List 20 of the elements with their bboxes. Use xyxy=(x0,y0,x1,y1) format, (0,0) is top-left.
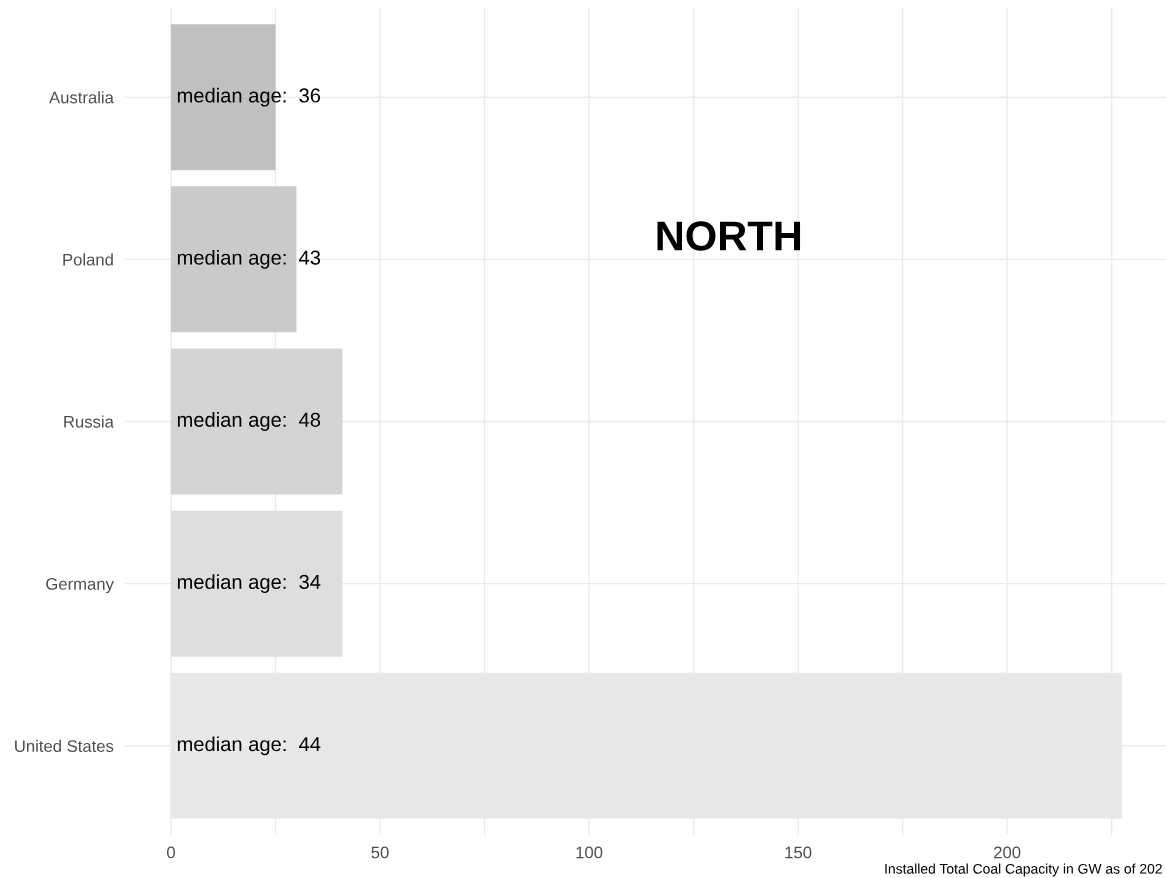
y-tick-label: Australia xyxy=(49,91,114,104)
x-tick-label: 200 xyxy=(994,846,1021,859)
x-axis-title: Installed Total Coal Capacity in GW as of 202 xyxy=(885,863,1162,877)
bar xyxy=(170,186,297,333)
annotation: median age: 43 xyxy=(177,249,321,269)
y-tick-label: Russia xyxy=(64,415,114,428)
annotation: NORTH xyxy=(657,221,801,251)
y-tick-label: Poland xyxy=(63,253,113,266)
x-tick-label: 150 xyxy=(785,846,812,859)
x-tick-label: 100 xyxy=(576,846,603,859)
annotation: median age: 48 xyxy=(177,412,321,431)
x-tick-label: 50 xyxy=(371,846,389,859)
annotation: median age: 34 xyxy=(177,574,321,594)
y-tick-label: United States xyxy=(15,739,114,753)
annotation: median age: 36 xyxy=(177,87,321,107)
x-tick-label: 0 xyxy=(167,846,175,859)
annotation: median age: 44 xyxy=(177,736,321,756)
bar xyxy=(170,510,343,657)
bar xyxy=(170,348,343,495)
y-tick-label: Germany xyxy=(46,578,114,594)
